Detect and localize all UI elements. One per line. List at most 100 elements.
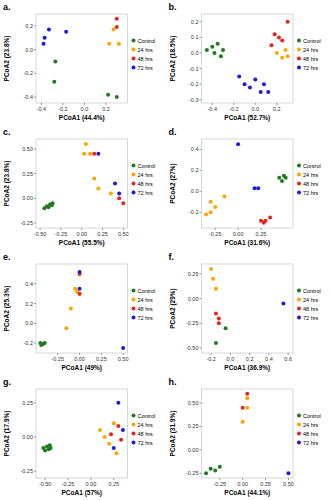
point <box>248 85 252 89</box>
point <box>84 142 88 146</box>
y-tick-label: 0.50 <box>22 146 33 152</box>
x-tick <box>233 103 234 105</box>
y-tick <box>34 198 36 199</box>
x-tick-label: 0.6 <box>284 356 292 362</box>
x-tick-label: -0.25 <box>209 231 222 237</box>
point <box>262 221 266 225</box>
legend-swatch <box>297 441 301 445</box>
point <box>212 51 216 55</box>
legend-swatch <box>297 66 301 70</box>
x-tick <box>276 103 277 105</box>
y-axis-label: PCoA2 (23.8%) <box>3 36 11 82</box>
y-tick <box>34 402 36 403</box>
y-tick <box>34 343 36 344</box>
point <box>64 30 68 34</box>
x-tick <box>211 353 212 355</box>
legend-swatch <box>297 57 301 61</box>
legend-swatch <box>297 182 301 186</box>
x-axis-label: PCoA1 (44.4%) <box>59 114 105 122</box>
y-tick-label: 0.2 <box>191 167 199 173</box>
x-tick <box>249 353 250 355</box>
legend-label: Control <box>138 163 156 169</box>
point <box>109 432 113 436</box>
x-tick-label: 0.25 <box>97 231 108 237</box>
y-tick-label: 0.4 <box>25 281 33 287</box>
y-tick <box>200 298 202 299</box>
point <box>209 200 213 204</box>
point <box>275 51 279 55</box>
point <box>103 435 107 439</box>
y-tick <box>200 84 202 85</box>
x-tick <box>79 353 80 355</box>
y-tick <box>34 471 36 472</box>
x-tick <box>57 353 58 355</box>
point <box>214 341 218 345</box>
points <box>41 401 125 456</box>
point <box>224 326 228 330</box>
x-tick-label: -0.4 <box>208 106 217 112</box>
point <box>245 406 249 410</box>
y-tick <box>200 53 202 54</box>
point <box>236 142 240 146</box>
x-tick <box>68 478 69 480</box>
y-tick-label: 0.00 <box>188 296 199 302</box>
point <box>217 316 221 320</box>
x-tick <box>260 228 261 230</box>
panel: b.-0.4-0.20.00.2-0.3-0.2-0.10.00.10.2PCo… <box>169 2 321 122</box>
point <box>214 311 218 315</box>
point <box>43 341 47 345</box>
legend-swatch <box>132 164 136 168</box>
x-tick <box>105 103 106 105</box>
x-tick-label: 0.00 <box>76 231 87 237</box>
x-tick-label: 0.2 <box>246 356 254 362</box>
point <box>268 216 272 220</box>
x-axis-label: PCoA1 (52.7%) <box>224 114 270 122</box>
y-tick-label: 0.00 <box>188 447 199 453</box>
x-tick-label: 0.50 <box>118 231 129 237</box>
y-tick-label: -0.25 <box>186 470 199 476</box>
y-tick-label: -0.25 <box>20 220 33 226</box>
y-tick-label: -0.25 <box>186 320 199 326</box>
point <box>269 43 273 47</box>
point <box>53 59 57 63</box>
x-tick <box>113 478 114 480</box>
legend-swatch <box>132 66 136 70</box>
x-axis-label: PCoA1 (57%) <box>62 489 102 497</box>
panel-title: g. <box>3 377 11 387</box>
legend-label: 48 hrs <box>138 306 154 312</box>
point <box>69 307 73 311</box>
point <box>92 177 96 181</box>
legend-swatch <box>297 414 301 418</box>
legend-swatch <box>132 441 136 445</box>
x-tick-label: 0.0 <box>227 356 235 362</box>
y-axis-label: PCoA2 (23.8%) <box>3 161 11 207</box>
y-tick-label: 0.0 <box>191 188 199 194</box>
point <box>78 270 82 274</box>
y-tick-label: 0.4 <box>191 146 199 152</box>
y-tick-label: 0.00 <box>22 195 33 201</box>
point <box>88 152 92 156</box>
legend-label: 24 hrs <box>138 297 154 303</box>
y-tick-label: 0.1 <box>191 34 199 40</box>
point <box>116 401 120 405</box>
point <box>262 82 266 86</box>
x-tick-label: 0.2 <box>273 106 281 112</box>
x-tick <box>242 478 243 480</box>
y-tick <box>200 323 202 324</box>
point <box>286 471 290 475</box>
legend-swatch <box>297 164 301 168</box>
y-tick <box>200 449 202 450</box>
y-tick <box>34 73 36 74</box>
legend-label: 72 hrs <box>138 440 154 446</box>
panel-title: f. <box>169 252 175 262</box>
legend-label: 72 hrs <box>303 315 319 321</box>
y-tick-label: -0.2 <box>189 81 198 87</box>
point <box>284 176 288 180</box>
x-axis-label: PCoA1 (55.5%) <box>59 239 105 247</box>
point <box>78 287 82 291</box>
point <box>78 292 82 296</box>
y-tick <box>34 283 36 284</box>
y-tick <box>34 97 36 98</box>
y-tick <box>200 170 202 171</box>
y-tick <box>200 99 202 100</box>
